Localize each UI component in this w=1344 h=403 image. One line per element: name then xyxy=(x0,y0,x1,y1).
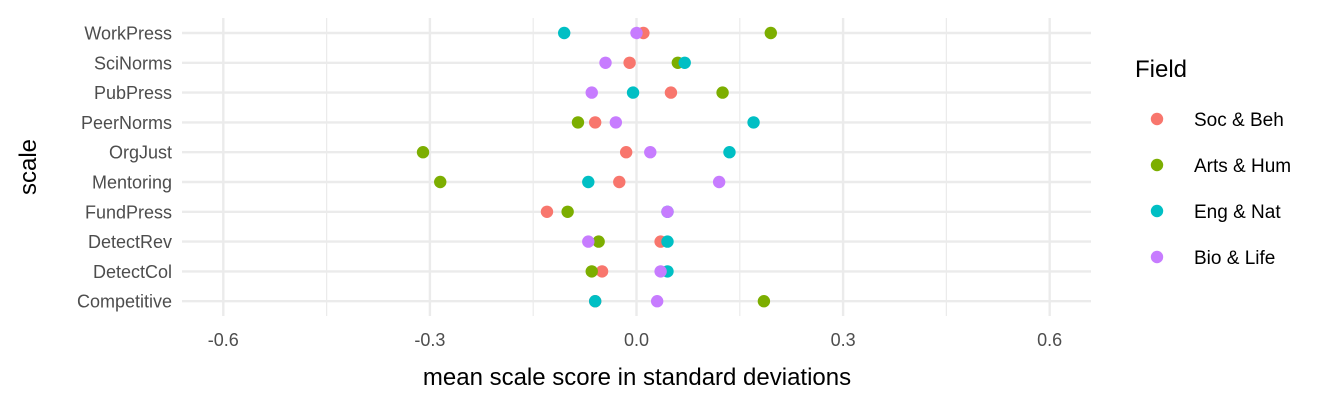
data-point xyxy=(557,26,571,40)
legend: Field Soc & Beh Arts & Hum Eng & Nat Bio & … xyxy=(1135,56,1291,269)
x-axis-title: mean scale score in standard deviations xyxy=(423,364,851,391)
data-point xyxy=(434,175,447,189)
y-tick-label: FundPress xyxy=(85,202,172,222)
data-point xyxy=(585,265,598,278)
data-point xyxy=(664,86,678,99)
y-tick-label: DetectRev xyxy=(88,232,172,252)
data-point xyxy=(540,205,554,218)
x-tick-label: 0.6 xyxy=(1037,330,1062,350)
series-points xyxy=(416,26,777,308)
x-tick-label: 0.3 xyxy=(831,330,856,350)
data-point xyxy=(561,205,574,218)
legend-title: Field xyxy=(1135,56,1187,83)
series-points xyxy=(540,26,678,308)
y-tick-label: PubPress xyxy=(94,83,172,103)
data-point xyxy=(747,116,760,129)
data-point xyxy=(626,86,640,99)
y-tick-label: PeerNorms xyxy=(81,113,172,133)
data-point xyxy=(623,56,636,69)
data-point xyxy=(757,295,771,308)
legend-swatch xyxy=(1150,204,1164,218)
data-point xyxy=(716,86,729,99)
x-tick-label: -0.3 xyxy=(414,330,445,350)
data-point xyxy=(650,295,664,308)
data-point xyxy=(723,146,736,159)
legend-items: Soc & Beh Arts & Hum Eng & Nat Bio & Life xyxy=(1150,110,1291,269)
y-tick-label: DetectCol xyxy=(93,262,172,282)
data-point xyxy=(764,26,777,40)
data-point xyxy=(588,116,602,129)
legend-label: Bio & Life xyxy=(1194,248,1275,269)
data-point xyxy=(644,146,657,159)
x-axis-tick-labels: -0.6 -0.3 0.0 0.3 0.6 xyxy=(208,330,1062,350)
data-point xyxy=(416,146,430,159)
data-point xyxy=(630,26,643,40)
series-points xyxy=(582,26,726,308)
data-point xyxy=(654,265,667,278)
data-point xyxy=(712,175,726,189)
data-point xyxy=(595,265,609,278)
legend-swatch xyxy=(1150,112,1164,126)
y-tick-label: OrgJust xyxy=(109,143,172,163)
y-tick-label: Mentoring xyxy=(92,173,172,193)
y-tick-label: SciNorms xyxy=(94,53,172,73)
y-axis-tick-labels: WorkPress SciNorms PubPress PeerNorms OrgJus… xyxy=(77,24,172,312)
legend-swatch xyxy=(1150,250,1164,264)
y-tick-label: Competitive xyxy=(77,292,172,312)
data-point xyxy=(585,86,598,99)
data-point xyxy=(661,235,674,248)
data-point xyxy=(619,146,633,159)
data-point xyxy=(661,205,674,218)
legend-label: Arts & Hum xyxy=(1194,156,1291,177)
legend-swatch xyxy=(1150,158,1164,172)
y-tick-label: WorkPress xyxy=(84,24,172,44)
data-point xyxy=(588,295,602,308)
data-points xyxy=(416,26,777,308)
data-point xyxy=(582,235,595,248)
data-point xyxy=(609,116,623,129)
data-point xyxy=(571,116,585,129)
legend-item: Eng & Nat xyxy=(1150,202,1281,223)
legend-item: Bio & Life xyxy=(1150,248,1275,269)
data-point xyxy=(599,56,612,69)
x-tick-label: -0.6 xyxy=(208,330,239,350)
data-point xyxy=(678,56,691,69)
legend-label: Soc & Beh xyxy=(1194,110,1284,131)
legend-item: Arts & Hum xyxy=(1150,156,1291,177)
legend-item: Soc & Beh xyxy=(1150,110,1284,131)
grid xyxy=(182,18,1091,316)
data-point xyxy=(613,175,626,189)
legend-label: Eng & Nat xyxy=(1194,202,1281,223)
data-point xyxy=(582,175,595,189)
y-axis-title: scale xyxy=(15,139,42,195)
data-point xyxy=(592,235,605,248)
series-points xyxy=(557,26,760,308)
x-tick-label: 0.0 xyxy=(624,330,649,350)
